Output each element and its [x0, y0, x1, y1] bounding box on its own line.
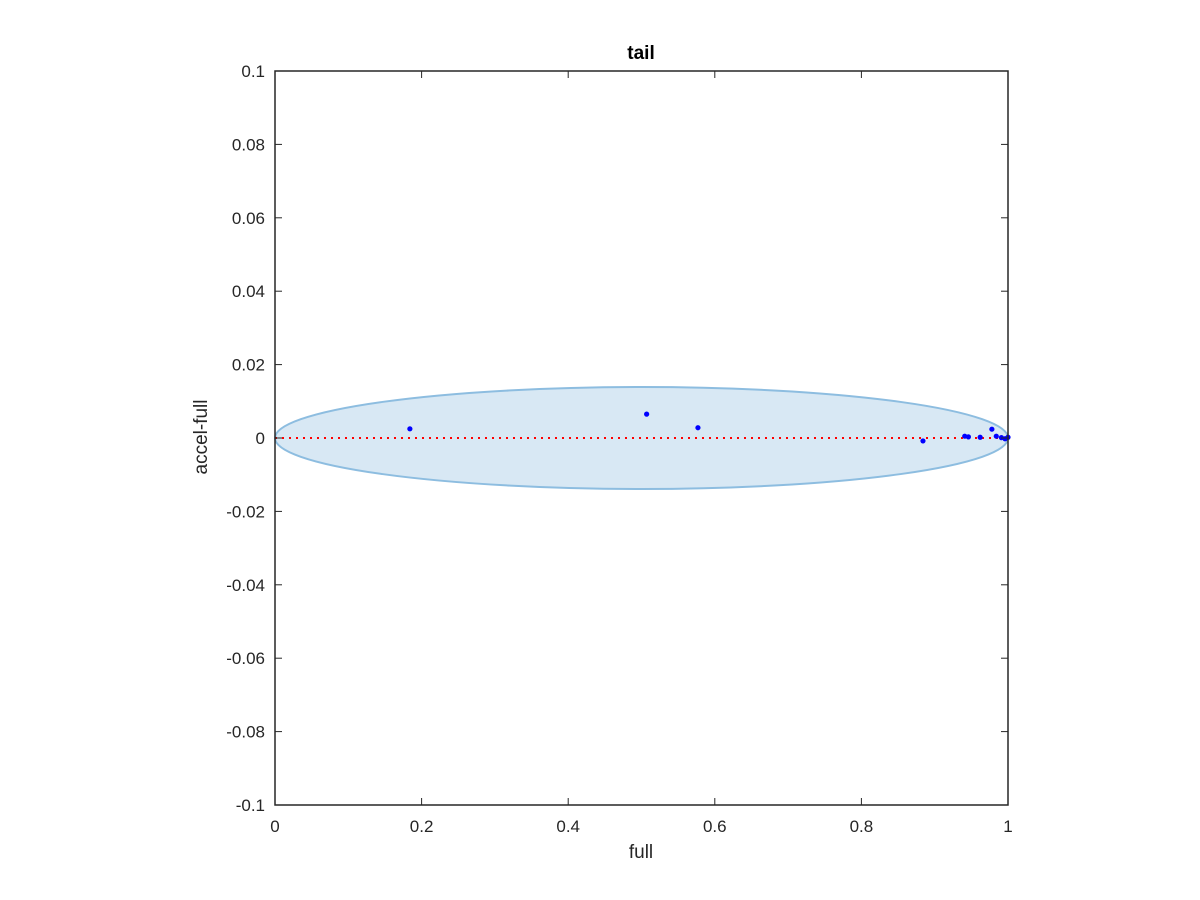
- data-point-7: [989, 426, 995, 432]
- y-tick-label-5: 0: [256, 429, 265, 448]
- data-point-8: [993, 433, 999, 439]
- y-tick-label-9: 0.08: [232, 135, 265, 154]
- plot-area: 0 0.2 0.4 0.6 0.8 1 -0.1 -0.08 -0.06 -0.04 -0.02 0 0…: [226, 62, 1012, 836]
- y-axis-label: accel-full: [191, 400, 212, 475]
- y-tick-label-7: 0.04: [232, 282, 265, 301]
- y-tick-label-10: 0.1: [241, 62, 265, 81]
- x-tick-label-2: 0.4: [556, 817, 580, 836]
- y-tick-label-2: -0.06: [226, 649, 265, 668]
- y-tick-label-6: 0.02: [232, 356, 265, 375]
- x-tick-label-4: 0.8: [850, 817, 874, 836]
- chart-title: tail: [627, 43, 654, 64]
- y-tick-label-8: 0.06: [232, 209, 265, 228]
- x-axis-label: full: [629, 842, 653, 863]
- y-tick-label-1: -0.08: [226, 723, 265, 742]
- data-point-3: [920, 438, 926, 444]
- y-tick-label-0: -0.1: [236, 796, 265, 815]
- x-tick-label-3: 0.6: [703, 817, 727, 836]
- y-tick-label-3: -0.04: [226, 576, 265, 595]
- y-tick-label-4: -0.02: [226, 502, 265, 521]
- data-point-6: [977, 434, 983, 440]
- data-point-1: [644, 411, 650, 417]
- data-point-5: [965, 434, 972, 440]
- x-tick-label-5: 1: [1003, 817, 1012, 836]
- data-point-2: [695, 425, 701, 431]
- x-tick-label-1: 0.2: [410, 817, 434, 836]
- x-tick-label-0: 0: [270, 817, 279, 836]
- data-point-0: [407, 426, 413, 432]
